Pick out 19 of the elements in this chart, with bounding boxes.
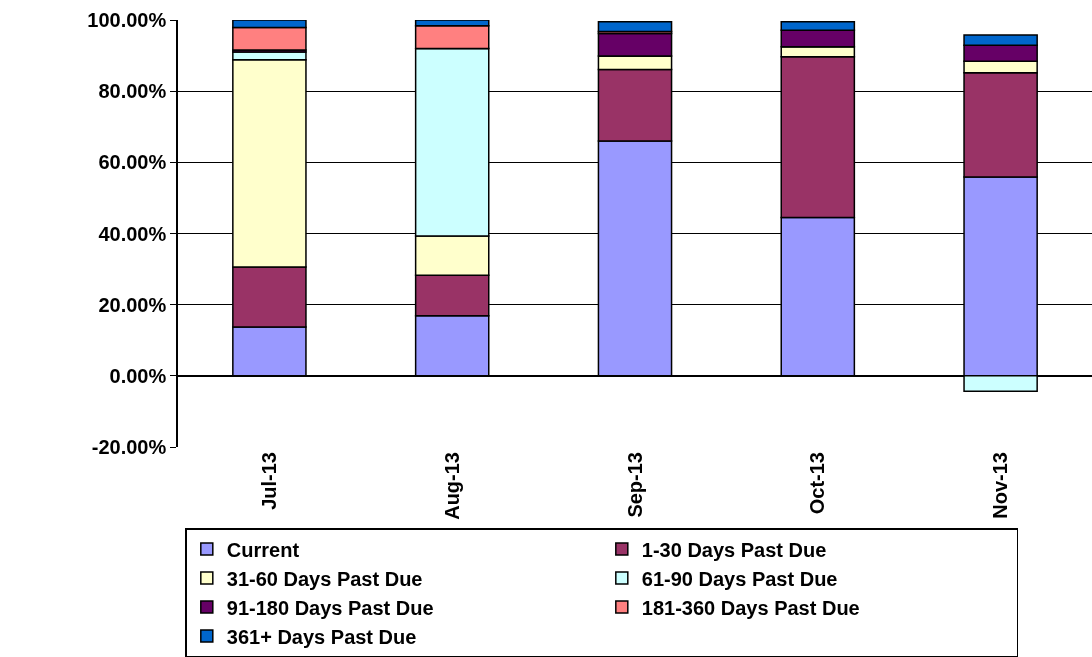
legend-label: 1-30 Days Past Due [641,538,827,561]
legend-label: Current [226,538,300,561]
x-tick-label: Nov-13 [989,452,1012,519]
x-tick-label: Oct-13 [806,452,829,515]
x-tick-label: Jul-13 [257,452,280,510]
y-tick-label: 80.00% [98,80,167,103]
x-tick-label: Aug-13 [440,452,463,520]
legend-label: 361+ Days Past Due [226,625,417,648]
y-tick-label: 40.00% [98,222,167,245]
x-tick-label: Sep-13 [623,452,646,518]
legend-label: 91-180 Days Past Due [226,596,434,619]
y-tick-label: 0.00% [109,364,167,387]
legend-label: 181-360 Days Past Due [641,596,860,619]
y-tick-label: -20.00% [91,436,167,458]
y-tick-label: 20.00% [98,293,167,316]
legend-label: 61-90 Days Past Due [641,567,838,590]
y-tick-label: 60.00% [98,151,167,174]
legend-label: 31-60 Days Past Due [226,567,423,590]
y-tick-label: 100.00% [87,9,167,31]
